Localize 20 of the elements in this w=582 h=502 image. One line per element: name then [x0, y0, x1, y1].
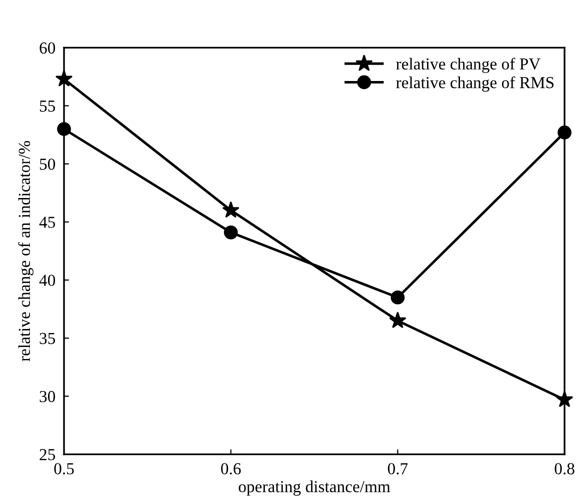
legend-label: relative change of RMS [396, 76, 554, 92]
y-tick-label: 30 [40, 390, 56, 402]
y-tick-label: 25 [40, 449, 56, 460]
x-axis-title: operating distance/mm [238, 480, 390, 496]
x-tick-label: 0.7 [388, 463, 408, 474]
y-tick-label: 60 [40, 42, 56, 54]
legend-label: relative change of PV [396, 58, 540, 74]
x-tick-label: 0.8 [554, 463, 574, 474]
point [224, 225, 238, 240]
y-tick-label: 40 [39, 274, 56, 286]
point [389, 312, 406, 328]
y-tick-label: 45 [39, 216, 56, 228]
y-tick-label: 50 [40, 158, 56, 170]
y-tick-label: 35 [40, 332, 56, 344]
x-tick-label: 0.6 [221, 463, 241, 474]
y-tick-label: 55 [40, 100, 56, 112]
y-axis-title: relative change of an indicator/% [18, 140, 34, 362]
point [222, 201, 240, 218]
point [390, 290, 405, 304]
x-tick-label: 0.5 [54, 463, 74, 474]
